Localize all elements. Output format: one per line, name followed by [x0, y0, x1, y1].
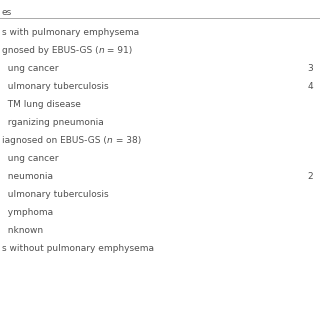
Text: = 38): = 38)	[113, 136, 141, 145]
Text: ulmonary tuberculosis: ulmonary tuberculosis	[2, 190, 108, 199]
Text: n: n	[99, 46, 104, 55]
Text: s with pulmonary emphysema: s with pulmonary emphysema	[2, 28, 139, 37]
Text: es: es	[2, 8, 12, 17]
Text: ymphoma: ymphoma	[2, 208, 53, 217]
Text: ung cancer: ung cancer	[2, 64, 59, 73]
Text: TM lung disease: TM lung disease	[2, 100, 81, 109]
Text: n: n	[107, 136, 113, 145]
Text: 3: 3	[308, 64, 313, 73]
Text: 2: 2	[308, 172, 313, 181]
Text: nknown: nknown	[2, 226, 43, 235]
Text: ulmonary tuberculosis: ulmonary tuberculosis	[2, 82, 108, 91]
Text: gnosed by EBUS-GS (: gnosed by EBUS-GS (	[2, 46, 99, 55]
Text: ung cancer: ung cancer	[2, 154, 59, 163]
Text: 4: 4	[308, 82, 313, 91]
Text: iagnosed on EBUS-GS (: iagnosed on EBUS-GS (	[2, 136, 107, 145]
Text: = 91): = 91)	[104, 46, 132, 55]
Text: rganizing pneumonia: rganizing pneumonia	[2, 118, 104, 127]
Text: neumonia: neumonia	[2, 172, 53, 181]
Text: s without pulmonary emphysema: s without pulmonary emphysema	[2, 244, 154, 253]
